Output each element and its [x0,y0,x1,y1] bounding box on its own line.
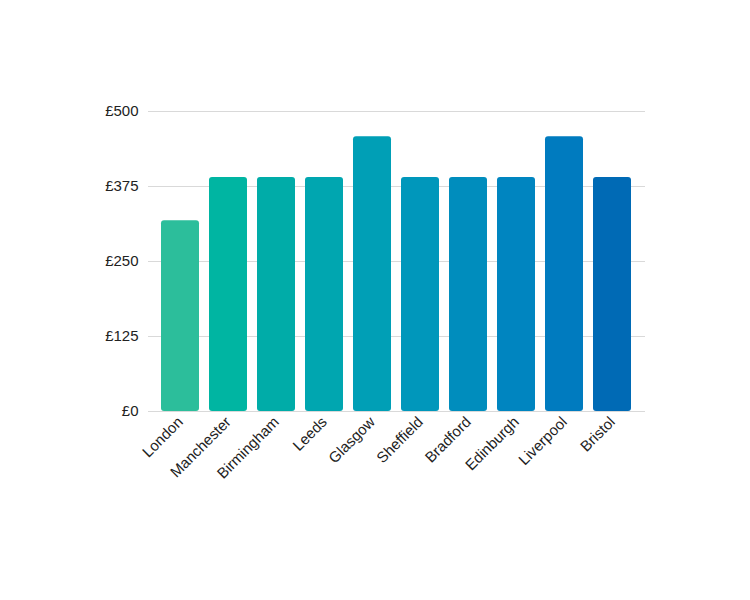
svg-text:£250: £250 [105,252,138,269]
svg-text:£125: £125 [105,327,138,344]
svg-text:£375: £375 [105,177,138,194]
svg-text:Bradford: Bradford [421,413,474,466]
svg-text:Sheffield: Sheffield [373,413,426,466]
svg-text:Edinburgh: Edinburgh [462,413,522,473]
svg-text:Liverpool: Liverpool [515,413,570,468]
svg-text:Manchester: Manchester [166,413,234,481]
svg-text:Glasgow: Glasgow [325,413,378,466]
svg-text:Leeds: Leeds [289,413,330,454]
svg-text:£500: £500 [105,102,138,119]
svg-text:Birmingham: Birmingham [213,413,282,482]
svg-text:£0: £0 [122,402,139,419]
svg-text:London: London [139,413,186,460]
svg-text:Bristol: Bristol [577,413,618,454]
